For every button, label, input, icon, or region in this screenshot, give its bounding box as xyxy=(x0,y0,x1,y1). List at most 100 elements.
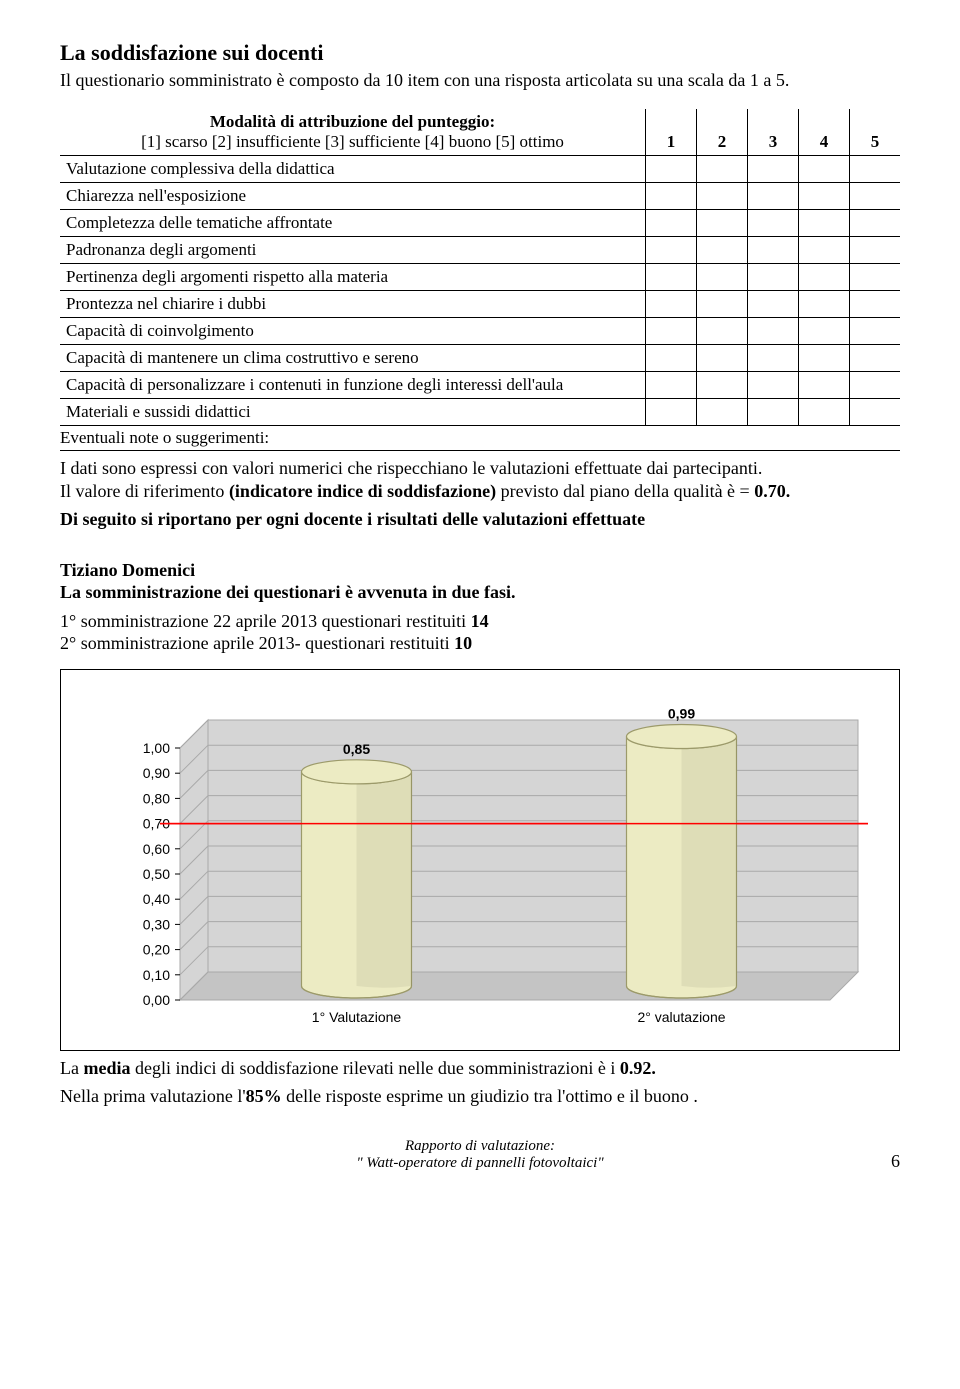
rating-cell xyxy=(850,237,901,264)
rating-cell xyxy=(850,345,901,372)
table-row: Capacità di mantenere un clima costrutti… xyxy=(60,345,900,372)
header-line2: [1] scarso [2] insufficiente [3] suffici… xyxy=(66,132,639,152)
row-label: Capacità di coinvolgimento xyxy=(60,318,646,345)
table-row: Prontezza nel chiarire i dubbi xyxy=(60,291,900,318)
admin-details: 1° somministrazione 22 aprile 2013 quest… xyxy=(60,610,900,655)
rating-cell xyxy=(697,264,748,291)
rating-cell xyxy=(697,156,748,183)
row-label: Prontezza nel chiarire i dubbi xyxy=(60,291,646,318)
footer-line2: " Watt-operatore di pannelli fotovoltaic… xyxy=(356,1155,603,1171)
rating-cell xyxy=(646,264,697,291)
rating-cell xyxy=(646,372,697,399)
rating-cell xyxy=(748,210,799,237)
conclusion-2: Nella prima valutazione l'85% delle risp… xyxy=(60,1085,900,1108)
rating-cell xyxy=(646,210,697,237)
rating-cell xyxy=(646,237,697,264)
table-row: Pertinenza degli argomenti rispetto alla… xyxy=(60,264,900,291)
rating-cell xyxy=(850,210,901,237)
rating-cell xyxy=(646,291,697,318)
rating-cell xyxy=(850,399,901,426)
rating-cell xyxy=(799,156,850,183)
table-row: Completezza delle tematiche affrontate xyxy=(60,210,900,237)
rating-cell xyxy=(799,399,850,426)
admin1-n: 14 xyxy=(471,611,489,631)
c1a: La xyxy=(60,1058,83,1078)
c1c: degli indici di soddisfazione rilevati n… xyxy=(130,1058,619,1078)
rating-cell xyxy=(748,156,799,183)
table-header-left: Modalità di attribuzione del punteggio: … xyxy=(60,109,646,156)
row-label: Padronanza degli argomenti xyxy=(60,237,646,264)
svg-text:1° Valutazione: 1° Valutazione xyxy=(312,1009,402,1025)
svg-text:0,60: 0,60 xyxy=(143,840,170,856)
rating-cell xyxy=(799,183,850,210)
rating-cell xyxy=(646,156,697,183)
rating-cell xyxy=(646,345,697,372)
svg-text:0,90: 0,90 xyxy=(143,765,170,781)
rating-cell xyxy=(748,372,799,399)
cylinder-bar-chart: 1,000,900,800,700,600,500,400,300,200,10… xyxy=(90,700,870,1040)
rating-cell xyxy=(646,318,697,345)
table-row: Capacità di coinvolgimento xyxy=(60,318,900,345)
row-label: Capacità di mantenere un clima costrutti… xyxy=(60,345,646,372)
para1b-post: previsto dal piano della qualità è = xyxy=(496,481,754,501)
col-2: 2 xyxy=(697,109,748,156)
notes-line: Eventuali note o suggerimenti: xyxy=(60,428,900,451)
svg-text:0,80: 0,80 xyxy=(143,790,170,806)
page-footer: Rapporto di valutazione: " Watt-operator… xyxy=(60,1138,900,1172)
table-row: Chiarezza nell'esposizione xyxy=(60,183,900,210)
svg-text:0,40: 0,40 xyxy=(143,891,170,907)
row-label: Completezza delle tematiche affrontate xyxy=(60,210,646,237)
rating-cell xyxy=(799,264,850,291)
admin2-n: 10 xyxy=(454,633,472,653)
row-label: Materiali e sussidi didattici xyxy=(60,399,646,426)
para1b-pre: Il valore di riferimento xyxy=(60,481,229,501)
page-number: 6 xyxy=(891,1151,900,1172)
svg-text:0,10: 0,10 xyxy=(143,966,170,982)
row-label: Chiarezza nell'esposizione xyxy=(60,183,646,210)
svg-text:0,99: 0,99 xyxy=(668,705,695,721)
rating-cell xyxy=(799,291,850,318)
col-4: 4 xyxy=(799,109,850,156)
rating-cell xyxy=(646,399,697,426)
c1d: 0.92. xyxy=(620,1058,656,1078)
rating-cell xyxy=(697,345,748,372)
c1b: media xyxy=(83,1058,130,1078)
c2c: delle risposte esprime un giudizio tra l… xyxy=(282,1086,698,1106)
rating-cell xyxy=(850,264,901,291)
rating-cell xyxy=(748,264,799,291)
rating-cell xyxy=(850,291,901,318)
conclusion-1: La media degli indici di soddisfazione r… xyxy=(60,1057,900,1080)
rating-cell xyxy=(697,399,748,426)
rating-cell xyxy=(799,372,850,399)
para1b-val: 0.70. xyxy=(754,481,790,501)
table-row: Capacità di personalizzare i contenuti i… xyxy=(60,372,900,399)
rating-cell xyxy=(799,318,850,345)
rating-cell xyxy=(850,156,901,183)
admin-line: La somministrazione dei questionari è av… xyxy=(60,581,900,604)
rating-cell xyxy=(697,372,748,399)
footer-line1: Rapporto di valutazione: xyxy=(405,1138,555,1154)
row-label: Pertinenza degli argomenti rispetto alla… xyxy=(60,264,646,291)
rating-cell xyxy=(748,399,799,426)
admin1-pre: 1° somministrazione 22 aprile 2013 quest… xyxy=(60,611,471,631)
rating-cell xyxy=(799,237,850,264)
table-row: Materiali e sussidi didattici xyxy=(60,399,900,426)
table-row: Valutazione complessiva della didattica xyxy=(60,156,900,183)
col-5: 5 xyxy=(850,109,901,156)
rating-cell xyxy=(850,318,901,345)
rating-cell xyxy=(748,291,799,318)
rating-cell xyxy=(697,237,748,264)
header-line1: Modalità di attribuzione del punteggio: xyxy=(66,112,639,132)
row-label: Capacità di personalizzare i contenuti i… xyxy=(60,372,646,399)
rating-cell xyxy=(748,237,799,264)
svg-text:0,00: 0,00 xyxy=(143,992,170,1008)
svg-text:0,50: 0,50 xyxy=(143,866,170,882)
rating-cell xyxy=(748,318,799,345)
para1b-bold: (indicatore indice di soddisfazione) xyxy=(229,481,496,501)
rating-cell xyxy=(748,345,799,372)
c2b: 85% xyxy=(246,1086,282,1106)
page-title: La soddisfazione sui docenti xyxy=(60,40,900,66)
col-1: 1 xyxy=(646,109,697,156)
svg-text:0,30: 0,30 xyxy=(143,916,170,932)
rating-cell xyxy=(799,210,850,237)
